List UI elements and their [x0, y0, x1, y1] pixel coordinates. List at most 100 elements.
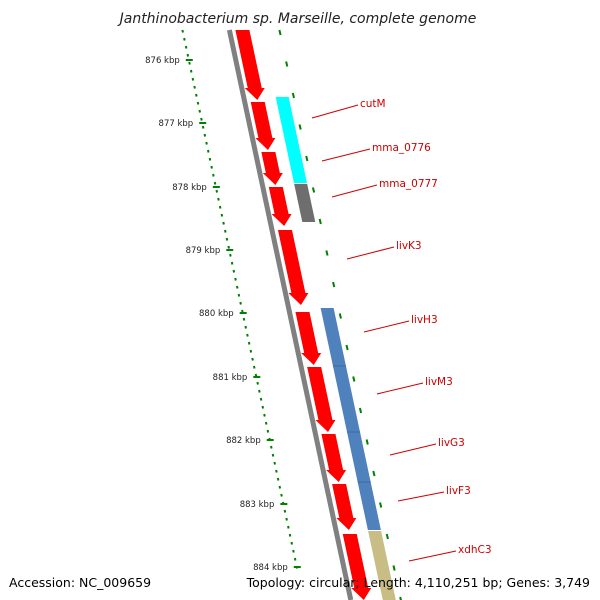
gene-leader-line	[321, 148, 371, 162]
cds-arrow	[295, 312, 322, 365]
ruler-dot	[239, 301, 242, 305]
gene-leader-line	[346, 246, 395, 260]
cds-arrow	[268, 187, 292, 226]
gene-label-xdhc3: xdhC3	[458, 544, 492, 556]
ruler-dot	[225, 237, 229, 241]
gene-label-livf3: livF3	[446, 485, 471, 497]
ruler-dot	[256, 381, 259, 385]
ruler-tick-label: 883 kbp	[240, 500, 275, 510]
ruler-dot	[195, 93, 198, 97]
gene-label-livh3: livH3	[411, 314, 438, 326]
outer-ruler	[278, 29, 402, 600]
cds-arrow	[235, 30, 265, 100]
gene-label-mma-0776: mma_0776	[372, 142, 431, 154]
ruler-tick-label: 876 kbp	[145, 56, 180, 66]
ruler-dot	[287, 525, 290, 529]
grey-feature-block	[294, 184, 316, 222]
ruler-dot	[224, 229, 227, 233]
ruler-dot	[270, 445, 273, 449]
gene-leader-line	[397, 491, 445, 502]
ruler-dot	[275, 469, 278, 473]
ruler-dot	[188, 61, 191, 65]
ruler-dot	[258, 389, 261, 393]
ruler-dot	[235, 285, 239, 289]
ruler-dot	[206, 149, 210, 153]
ruler-dot	[271, 453, 275, 457]
cds-arrow	[261, 152, 283, 185]
ruler-dot	[249, 349, 253, 353]
ruler-tick-label: 879 kbp	[186, 246, 221, 256]
ruler-dot	[252, 365, 256, 369]
ruler-dot	[237, 293, 241, 297]
ruler-tick-label: 880 kbp	[199, 309, 234, 319]
gene-leader-line	[389, 443, 437, 456]
ruler-dot	[244, 325, 248, 329]
ruler-dot	[278, 485, 282, 489]
gene-label-livk3: livK3	[396, 240, 422, 252]
ruler-dot	[213, 181, 217, 185]
ruler-tick-label: 877 kbp	[159, 119, 194, 129]
outer-ruler-dash	[325, 250, 329, 256]
outer-ruler-dash	[372, 470, 376, 477]
gene-label-mma-0777: mma_0777	[379, 178, 438, 190]
cyan-feature-block	[275, 97, 307, 183]
outer-ruler-dash	[365, 439, 369, 445]
ruler-dot	[276, 477, 280, 481]
ruler-dot	[198, 109, 202, 113]
cds-arrow	[342, 534, 372, 600]
ruler-tick-label: 881 kbp	[213, 373, 248, 383]
feature-track	[275, 97, 396, 600]
ruler-dot	[203, 133, 207, 137]
ruler-dot	[229, 253, 232, 257]
ruler-tick-label: 878 kbp	[172, 183, 207, 193]
ruler-dot	[234, 277, 237, 281]
ruler-dot	[220, 213, 224, 217]
outer-ruler-dash	[298, 124, 302, 130]
ruler-dot	[293, 557, 297, 561]
ruler-dot	[196, 101, 200, 105]
ruler-dot	[261, 405, 265, 409]
gene-label-livg3: livG3	[438, 437, 465, 449]
cds-arrow	[332, 484, 357, 530]
cds-track	[235, 30, 372, 600]
ruler-dot	[189, 69, 193, 73]
ruler-dot	[263, 413, 266, 417]
genome-backbone	[226, 29, 354, 600]
outer-ruler-dash	[318, 218, 322, 225]
accession-label: Accession: NC_009659	[9, 575, 151, 590]
outer-ruler-dash	[311, 187, 316, 193]
ruler-dot	[285, 517, 288, 521]
ruler-dot	[227, 245, 230, 249]
ruler-dot	[247, 341, 251, 345]
ruler-dot	[273, 461, 276, 465]
outer-ruler-dash	[345, 344, 349, 351]
outer-ruler-dash	[392, 565, 396, 571]
ruler-dot	[292, 549, 295, 553]
outer-ruler-dash	[278, 29, 282, 36]
cds-arrow	[321, 434, 347, 482]
outer-ruler-dash	[285, 61, 289, 67]
ruler-dot	[288, 533, 292, 537]
cds-arrow	[250, 102, 276, 150]
gene-leader-line	[376, 382, 424, 395]
outer-ruler-dash	[352, 376, 356, 382]
gene-labels: cutM mma_0776 mma_0777 livK3 livH3 livM3 livG3…	[311, 98, 492, 562]
ruler-dot	[200, 117, 203, 121]
blue-feature-block	[320, 308, 381, 530]
ruler-dot	[251, 357, 254, 361]
ruler-dot	[266, 429, 270, 433]
ruler-track: 876 kbp 877 kbp 878 kbp 879 kbp 880 kbp 881 k…	[145, 29, 301, 573]
ruler-dot	[193, 85, 196, 89]
ruler-dot	[246, 333, 249, 337]
backbone-track	[226, 29, 354, 600]
outer-ruler-dash	[338, 313, 342, 319]
gene-label-cutm: cutM	[360, 98, 386, 110]
ruler-dot	[212, 173, 215, 177]
ruler-dot	[259, 397, 263, 401]
genome-summary: Topology: circular; Length: 4,110,251 bp…	[246, 575, 590, 590]
ruler-dot	[264, 421, 268, 425]
outer-ruler-dash	[385, 533, 389, 540]
ruler-dot	[208, 157, 212, 161]
ruler-dot	[186, 53, 190, 57]
